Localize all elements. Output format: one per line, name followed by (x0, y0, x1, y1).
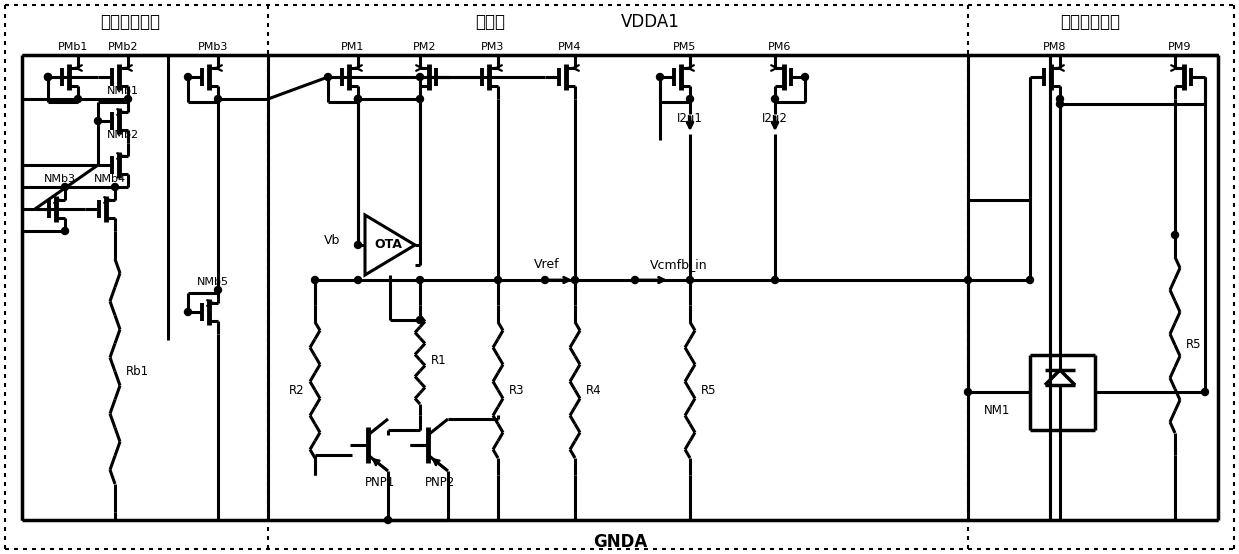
Circle shape (632, 276, 638, 284)
Text: GNDA: GNDA (593, 533, 647, 551)
Circle shape (311, 276, 318, 284)
Text: Rb1: Rb1 (126, 365, 149, 378)
Circle shape (772, 95, 778, 102)
Circle shape (494, 276, 502, 284)
Circle shape (772, 276, 778, 284)
Circle shape (62, 228, 68, 234)
Circle shape (1202, 388, 1208, 396)
Circle shape (112, 183, 119, 191)
Text: R1: R1 (431, 353, 446, 367)
Circle shape (74, 95, 82, 102)
Text: PM8: PM8 (1043, 42, 1067, 52)
Text: PM4: PM4 (559, 42, 582, 52)
Circle shape (964, 276, 971, 284)
Text: OTA: OTA (374, 239, 401, 252)
Circle shape (124, 95, 131, 102)
Circle shape (185, 309, 192, 315)
Circle shape (354, 95, 362, 102)
Text: PM3: PM3 (481, 42, 504, 52)
Text: R3: R3 (509, 383, 524, 397)
Circle shape (214, 95, 222, 102)
Text: I2u1: I2u1 (676, 112, 703, 126)
Circle shape (354, 242, 362, 249)
Text: R2: R2 (289, 383, 304, 397)
Circle shape (416, 74, 424, 80)
Circle shape (325, 74, 332, 80)
Text: PM6: PM6 (768, 42, 792, 52)
Circle shape (354, 95, 362, 102)
Text: PMb2: PMb2 (108, 42, 139, 52)
Circle shape (354, 276, 362, 284)
Text: R5: R5 (1186, 338, 1202, 351)
Text: NMb5: NMb5 (197, 277, 229, 287)
Circle shape (416, 95, 424, 102)
Text: VDDA1: VDDA1 (621, 13, 679, 31)
Text: R4: R4 (586, 383, 602, 397)
Circle shape (657, 74, 664, 80)
Text: 上电启动电路: 上电启动电路 (1061, 13, 1120, 31)
Text: NMb3: NMb3 (45, 174, 76, 184)
Circle shape (45, 74, 52, 80)
Text: I2u2: I2u2 (762, 112, 788, 126)
Circle shape (416, 316, 424, 324)
Text: PNP2: PNP2 (425, 476, 455, 490)
Circle shape (1057, 95, 1063, 102)
Text: R5: R5 (701, 383, 716, 397)
Text: NMb1: NMb1 (107, 86, 139, 96)
Circle shape (1026, 276, 1033, 284)
Text: PMb1: PMb1 (58, 42, 88, 52)
Text: PNP1: PNP1 (364, 476, 395, 490)
Circle shape (802, 74, 809, 80)
Text: PM5: PM5 (673, 42, 696, 52)
Circle shape (964, 388, 971, 396)
Text: 主电路: 主电路 (475, 13, 506, 31)
Text: Vcmfb_in: Vcmfb_in (650, 259, 707, 271)
Text: PMb3: PMb3 (198, 42, 228, 52)
Text: NM1: NM1 (984, 403, 1010, 417)
Circle shape (185, 74, 192, 80)
Circle shape (94, 117, 102, 125)
Circle shape (541, 276, 549, 284)
Text: PM1: PM1 (341, 42, 364, 52)
Circle shape (214, 286, 222, 294)
Circle shape (62, 183, 68, 191)
Circle shape (45, 74, 52, 80)
Text: NMb4: NMb4 (94, 174, 126, 184)
Circle shape (1057, 100, 1063, 107)
Text: 电压偏置电路: 电压偏置电路 (100, 13, 160, 31)
Circle shape (686, 95, 694, 102)
Text: PM2: PM2 (414, 42, 437, 52)
Circle shape (384, 516, 392, 524)
Text: Vb: Vb (323, 233, 339, 247)
Circle shape (416, 276, 424, 284)
Text: PM9: PM9 (1168, 42, 1192, 52)
Circle shape (686, 276, 694, 284)
Circle shape (1172, 232, 1178, 239)
Text: NMb2: NMb2 (107, 130, 139, 140)
Text: Vref: Vref (534, 259, 560, 271)
Circle shape (571, 276, 579, 284)
